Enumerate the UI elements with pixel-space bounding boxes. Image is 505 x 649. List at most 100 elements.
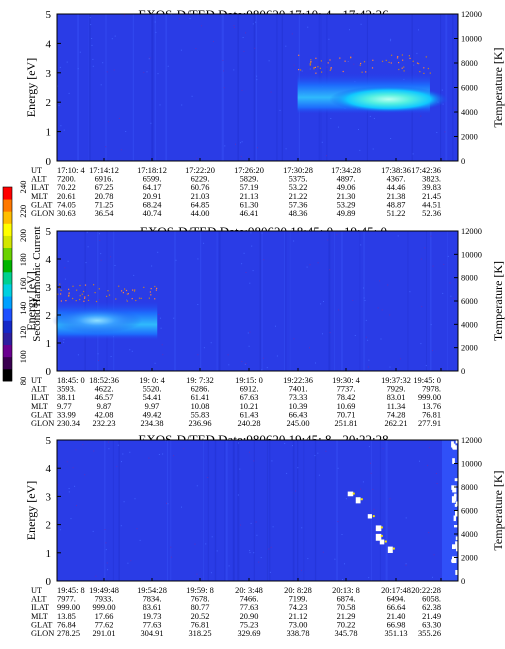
noise-dot (454, 107, 455, 109)
footer-cell: 999.00 (418, 393, 441, 402)
y2-tick-label: 8000 (461, 483, 478, 492)
noise-dot (240, 156, 242, 158)
noise-stripe (112, 440, 114, 581)
edge-spot (452, 556, 457, 564)
y-tick-label: 0 (46, 156, 52, 168)
noise-dot (293, 338, 295, 340)
emission-speckle (365, 71, 367, 73)
edge-spot (455, 541, 458, 549)
emission-speckle (344, 60, 346, 62)
noise-dot (389, 366, 391, 368)
noise-dot (110, 356, 112, 357)
plot-background (57, 440, 458, 581)
bright-spot (379, 539, 385, 545)
noise-dot (255, 521, 257, 523)
footer-cell: 7978. (422, 385, 441, 394)
colorbar-segment (3, 187, 12, 200)
emission-speckle (154, 298, 156, 300)
footer-row-label: GLON (31, 629, 54, 638)
emission-speckle (155, 289, 157, 291)
emission-speckle (330, 67, 332, 69)
noise-dot (85, 262, 87, 264)
footer-cell: 19.73 (143, 612, 162, 621)
edge-spot (455, 570, 458, 575)
footer-cell: 21.29 (337, 612, 356, 621)
noise-dot (279, 109, 281, 111)
emission-speckle (329, 69, 331, 71)
noise-dot (245, 363, 247, 364)
noise-dot (139, 539, 141, 541)
emission-speckle (75, 300, 77, 302)
emission-speckle (429, 72, 431, 74)
footer-cell: 6494. (387, 595, 406, 604)
noise-dot (358, 129, 359, 130)
edge-spot (452, 458, 455, 464)
noise-dot (323, 301, 324, 302)
noise-stripe (359, 231, 361, 371)
feature-band (297, 54, 449, 114)
noise-dot (318, 474, 320, 476)
noise-dot (70, 518, 72, 520)
emission-speckle (133, 290, 136, 292)
footer-row-label: MLT (31, 612, 48, 621)
noise-dot (105, 549, 107, 551)
noise-dot (157, 73, 159, 75)
noise-dot (374, 528, 376, 530)
emission-speckle (95, 300, 98, 303)
noise-dot (373, 118, 375, 119)
footer-cell: 19:49:48 (89, 586, 119, 595)
footer-cell: 70.22 (57, 183, 76, 192)
emission-speckle (315, 72, 317, 74)
noise-dot (59, 66, 61, 68)
emission-speckle (124, 288, 126, 290)
emission-speckle (398, 62, 400, 64)
noise-dot (389, 498, 391, 500)
noise-dot (441, 89, 443, 91)
edge-spot (451, 496, 456, 503)
footer-cell: 66.98 (387, 620, 406, 629)
noise-dot (292, 445, 293, 447)
noise-dot (178, 18, 180, 20)
emission-speckle (68, 288, 70, 290)
noise-dot (60, 125, 62, 127)
noise-dot (194, 543, 196, 545)
footer-cell: 64.17 (143, 183, 162, 192)
noise-dot (148, 457, 150, 459)
noise-dot (99, 239, 101, 241)
noise-dot (322, 551, 324, 553)
bright-spot (347, 491, 354, 497)
edge-spot (455, 510, 460, 517)
emission-speckle (150, 294, 152, 296)
noise-dot (256, 75, 258, 77)
emission-speckle (98, 288, 100, 290)
noise-dot (67, 260, 69, 262)
emission-speckle (372, 59, 374, 61)
colorbar-segment (3, 368, 12, 382)
noise-dot (389, 314, 391, 316)
noise-dot (327, 239, 329, 241)
noise-dot (173, 455, 175, 457)
y2-tick-label: 2000 (461, 344, 478, 353)
noise-dot (227, 354, 229, 356)
footer-cell: 7977. (57, 595, 76, 604)
emission-speckle (122, 292, 124, 294)
noise-dot (300, 569, 302, 571)
noise-dot (98, 360, 99, 361)
noise-stripe (385, 440, 388, 581)
noise-dot (79, 51, 81, 53)
footer-cell: 75.23 (240, 620, 259, 629)
emission-speckle (401, 54, 403, 56)
noise-dot (228, 565, 230, 567)
emission-speckle (321, 71, 323, 73)
emission-peak (52, 308, 143, 334)
noise-dot (57, 484, 59, 486)
noise-stripe (407, 231, 409, 371)
noise-dot (260, 557, 262, 559)
emission-speckle (140, 297, 142, 299)
noise-dot (301, 70, 303, 72)
noise-dot (173, 317, 175, 319)
y2-tick-label: 0 (461, 367, 465, 376)
footer-cell: 17:38:36 (381, 166, 411, 175)
noise-dot (388, 527, 390, 529)
